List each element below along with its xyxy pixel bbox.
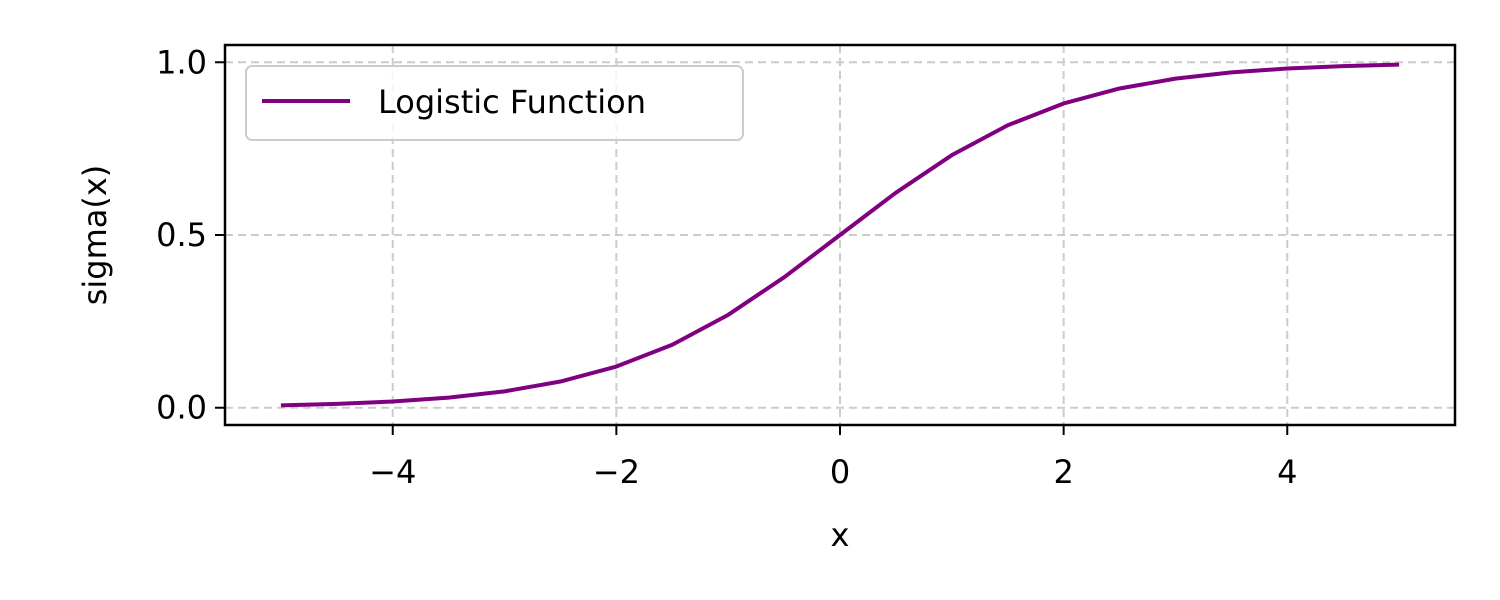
y-tick-label: 0.5	[156, 216, 207, 254]
y-axis-label: sigma(x)	[76, 165, 114, 306]
x-axis-ticks: −4 −2 0 2 4	[369, 425, 1297, 491]
x-tick-label: 4	[1277, 453, 1297, 491]
x-tick-label: −4	[369, 453, 416, 491]
x-tick-label: 2	[1053, 453, 1073, 491]
x-tick-label: 0	[830, 453, 850, 491]
legend: Logistic Function	[245, 65, 744, 141]
series-layer	[280, 62, 1400, 408]
legend-box	[245, 65, 744, 141]
y-axis-ticks: 0.0 0.5 1.0	[156, 43, 225, 427]
y-tick-label: 1.0	[156, 43, 207, 81]
legend-label-logistic-function: Logistic Function	[378, 83, 646, 121]
y-tick-label: 0.0	[156, 389, 207, 427]
x-axis-label: x	[831, 516, 850, 554]
x-tick-label: −2	[593, 453, 640, 491]
